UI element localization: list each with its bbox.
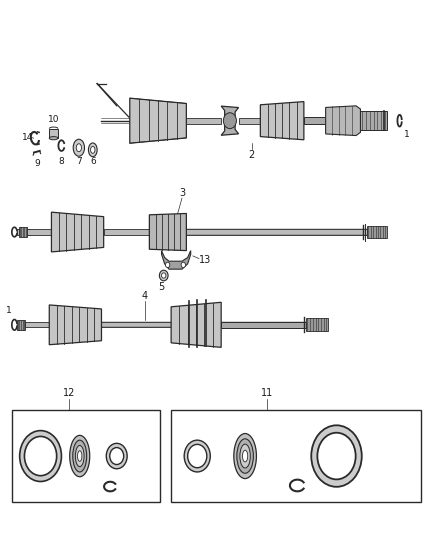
Bar bbox=[27, 229, 51, 235]
Bar bbox=[239, 117, 260, 124]
Circle shape bbox=[187, 445, 207, 468]
Ellipse shape bbox=[78, 451, 82, 462]
Polygon shape bbox=[325, 106, 360, 135]
Ellipse shape bbox=[237, 439, 253, 473]
Polygon shape bbox=[130, 98, 186, 143]
Ellipse shape bbox=[76, 144, 81, 152]
Bar bbox=[186, 229, 367, 235]
Circle shape bbox=[181, 262, 185, 268]
Bar bbox=[25, 322, 49, 327]
Bar bbox=[17, 229, 30, 235]
Text: 1: 1 bbox=[6, 306, 12, 316]
Text: 8: 8 bbox=[59, 157, 64, 166]
Ellipse shape bbox=[88, 143, 97, 157]
Bar bbox=[17, 319, 25, 330]
Circle shape bbox=[184, 440, 210, 472]
Bar bbox=[367, 226, 387, 238]
Text: 7: 7 bbox=[76, 157, 82, 166]
Text: 12: 12 bbox=[63, 388, 75, 398]
Polygon shape bbox=[171, 302, 221, 348]
Text: 3: 3 bbox=[179, 188, 185, 198]
Ellipse shape bbox=[73, 139, 85, 156]
Text: 4: 4 bbox=[142, 291, 148, 301]
Text: 10: 10 bbox=[48, 116, 60, 124]
Polygon shape bbox=[260, 102, 304, 140]
Bar bbox=[186, 117, 221, 124]
Polygon shape bbox=[162, 251, 191, 269]
Bar bbox=[102, 322, 171, 327]
Text: 14: 14 bbox=[22, 133, 34, 142]
Circle shape bbox=[162, 273, 166, 278]
Bar bbox=[221, 321, 306, 328]
Text: 2: 2 bbox=[248, 150, 255, 160]
Polygon shape bbox=[49, 305, 102, 345]
Circle shape bbox=[106, 443, 127, 469]
Circle shape bbox=[223, 113, 237, 128]
Polygon shape bbox=[149, 214, 186, 251]
Text: 13: 13 bbox=[199, 255, 212, 264]
Ellipse shape bbox=[91, 147, 95, 154]
Circle shape bbox=[110, 448, 124, 465]
Text: 5: 5 bbox=[159, 282, 165, 293]
Ellipse shape bbox=[234, 433, 256, 479]
Text: 1: 1 bbox=[403, 130, 409, 139]
Bar bbox=[12, 410, 160, 503]
Circle shape bbox=[159, 270, 168, 281]
Text: 6: 6 bbox=[90, 157, 95, 166]
Polygon shape bbox=[49, 128, 58, 138]
Bar bbox=[171, 410, 421, 503]
Ellipse shape bbox=[75, 446, 84, 467]
Polygon shape bbox=[51, 212, 104, 252]
Circle shape bbox=[25, 437, 57, 475]
Circle shape bbox=[166, 262, 170, 268]
Circle shape bbox=[318, 433, 356, 479]
Text: 11: 11 bbox=[261, 388, 273, 398]
Circle shape bbox=[20, 431, 61, 481]
Ellipse shape bbox=[243, 450, 248, 462]
Polygon shape bbox=[221, 106, 239, 135]
Ellipse shape bbox=[73, 440, 87, 472]
Bar bbox=[306, 318, 328, 331]
Circle shape bbox=[311, 425, 362, 487]
Bar bbox=[304, 117, 325, 124]
Ellipse shape bbox=[49, 136, 58, 140]
Ellipse shape bbox=[240, 444, 251, 468]
Bar bbox=[360, 111, 387, 130]
Ellipse shape bbox=[70, 435, 90, 477]
Text: 9: 9 bbox=[34, 159, 40, 168]
Bar bbox=[19, 227, 27, 237]
Bar bbox=[104, 229, 149, 235]
